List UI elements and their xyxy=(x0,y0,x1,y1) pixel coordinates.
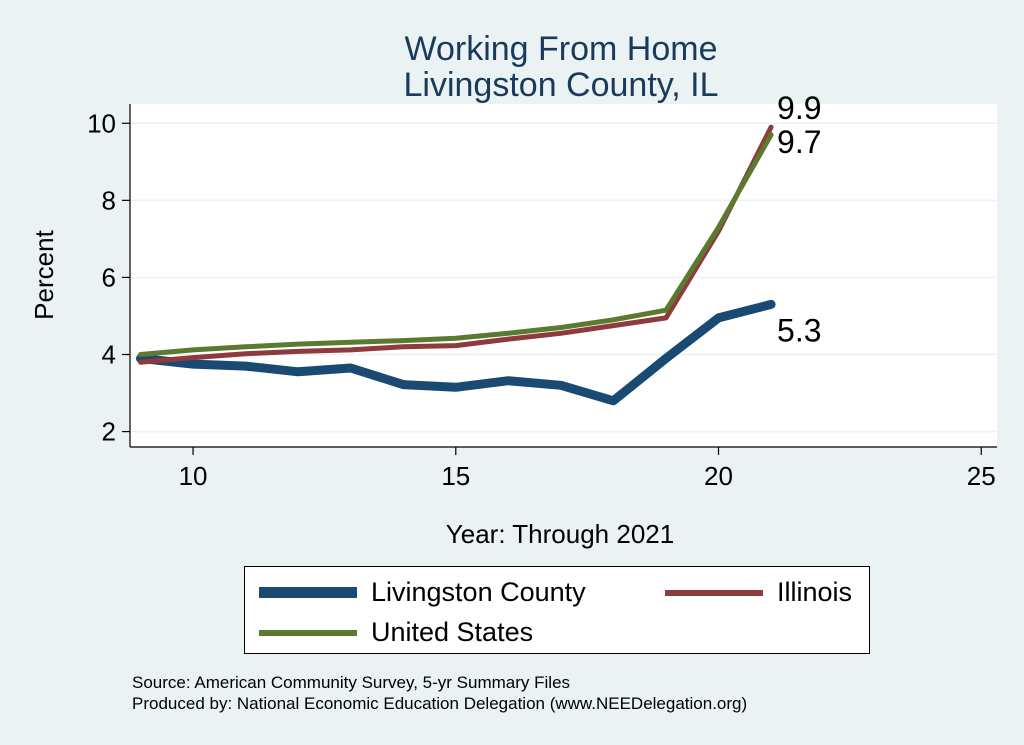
legend-item-livingston: Livingston County xyxy=(259,577,586,608)
end-label-livingston-county: 5.3 xyxy=(777,312,821,348)
end-labels: 5.3 9.99.7 xyxy=(777,90,821,348)
y-tick-label-6: 6 xyxy=(102,262,116,292)
legend-label-united-states: United States xyxy=(371,617,534,647)
y-axis-label: Percent xyxy=(29,229,59,319)
series-line-united-states xyxy=(138,132,774,357)
x-tick-label-25: 25 xyxy=(967,461,996,491)
chart-title: Working From Home xyxy=(405,30,718,68)
legend-item-illinois: Illinois xyxy=(665,577,852,608)
x-tick-label-20: 20 xyxy=(704,461,733,491)
x-axis-label: Year: Through 2021 xyxy=(446,519,674,549)
legend-swatch-livingston xyxy=(259,587,357,598)
series-line-illinois xyxy=(138,124,774,365)
source-line-1: Source: American Community Survey, 5-yr … xyxy=(132,673,571,692)
y-tick-label-2: 2 xyxy=(102,417,116,447)
plot-area xyxy=(130,104,997,447)
legend-label-illinois: Illinois xyxy=(777,577,853,607)
legend-swatch-united-states xyxy=(259,629,357,636)
y-tick-label-8: 8 xyxy=(102,185,116,215)
x-tick-label-15: 15 xyxy=(441,461,470,491)
series-line-livingston-county xyxy=(136,299,776,406)
legend-swatch-illinois xyxy=(665,589,763,596)
x-tick-label-10: 10 xyxy=(179,461,208,491)
end-label-illinois: 9.9 xyxy=(777,90,821,126)
series-lines xyxy=(136,124,776,406)
source-line-2: Produced by: National Economic Education… xyxy=(132,694,748,713)
legend: Livingston County Illinois United States xyxy=(244,566,870,654)
legend-label-livingston: Livingston County xyxy=(371,577,586,607)
y-tick-label-4: 4 xyxy=(102,340,116,370)
source-note: Source: American Community Survey, 5-yr … xyxy=(132,672,747,714)
axes: 2 4 6 8 10 10 15 20 25 xyxy=(87,104,997,491)
end-label-united-states: 9.7 xyxy=(777,124,821,160)
y-tick-label-10: 10 xyxy=(87,108,116,138)
legend-item-united-states: United States xyxy=(259,617,533,648)
chart-subtitle: Livingston County, IL xyxy=(404,66,719,104)
